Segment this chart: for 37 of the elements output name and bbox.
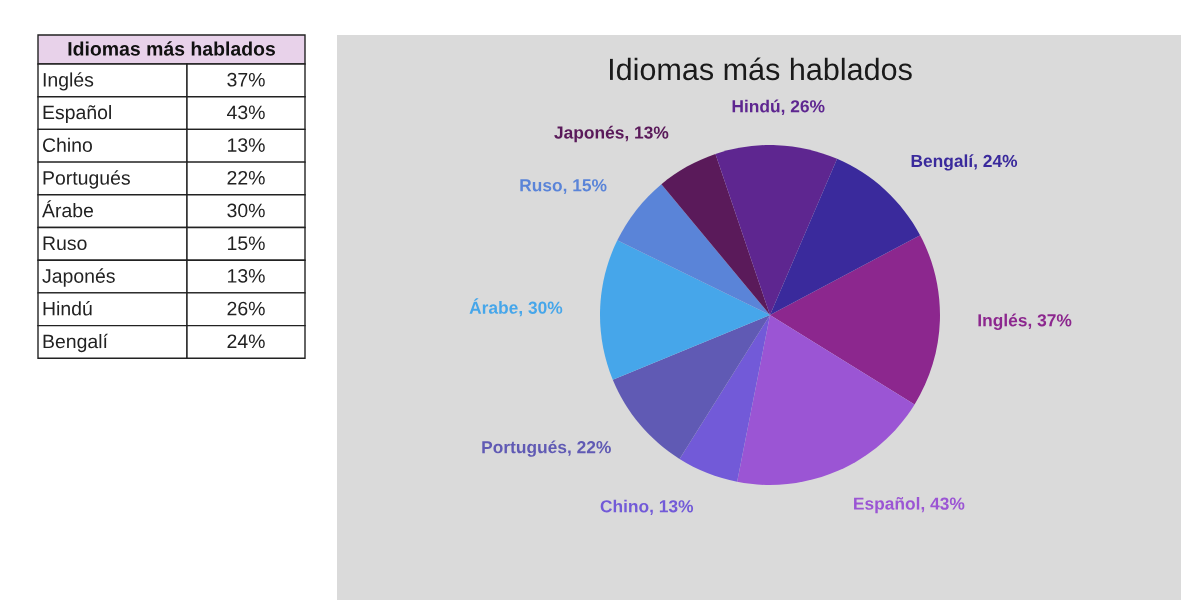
slice-label: Bengalí, 24% bbox=[911, 154, 1018, 171]
text: Idiomas más hablados bbox=[68, 41, 275, 56]
data-label: 30% bbox=[227, 203, 265, 218]
slice-label: Ruso, 15% bbox=[520, 179, 607, 194]
pie-slice bbox=[770, 235, 940, 405]
category-label: Chino bbox=[42, 137, 92, 152]
data-label: 13% bbox=[228, 138, 265, 152]
slice-label: Español, 43% bbox=[854, 497, 965, 514]
slice-label: Árabe, 30% bbox=[469, 298, 563, 317]
slice-label: Chino, 13% bbox=[600, 499, 694, 515]
category-label: Ruso bbox=[43, 236, 87, 251]
data-label: 24% bbox=[227, 334, 265, 349]
slice-label: Inglés, 37% bbox=[978, 313, 1072, 330]
pie-slice bbox=[600, 240, 770, 380]
pie-slice bbox=[715, 145, 838, 315]
pie-slice bbox=[617, 184, 770, 315]
category-label: Portugués bbox=[43, 170, 130, 189]
category-label: Árabe bbox=[42, 200, 94, 218]
category-label: Japonés bbox=[42, 268, 115, 287]
category-label: Bengalí bbox=[43, 333, 108, 353]
data-label: 43% bbox=[226, 105, 265, 120]
pie-slice bbox=[737, 315, 915, 485]
data-label: 15% bbox=[228, 236, 265, 251]
chart-title: Idiomas más hablados bbox=[609, 57, 912, 81]
category-label: Hindú bbox=[43, 300, 92, 316]
data-label: 37% bbox=[227, 72, 265, 87]
pie-slice bbox=[679, 315, 770, 482]
data-label: 26% bbox=[227, 301, 265, 316]
pie-slice bbox=[612, 315, 770, 459]
slice-label: Portugués, 22% bbox=[482, 440, 611, 457]
category-label: Inglés bbox=[43, 72, 94, 91]
slice-label: Japonés, 13% bbox=[554, 125, 669, 143]
slice-label: Hindú, 26% bbox=[732, 99, 825, 115]
pie-slice bbox=[661, 153, 770, 315]
category-label: Español bbox=[43, 104, 111, 124]
data-label: 22% bbox=[227, 170, 265, 185]
data-label: 13% bbox=[228, 269, 265, 283]
